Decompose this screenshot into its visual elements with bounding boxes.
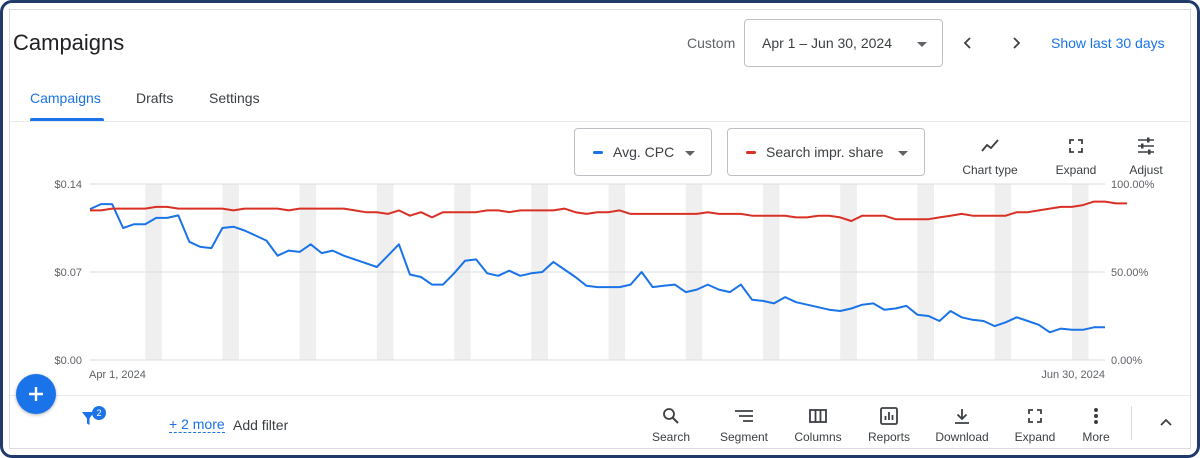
tab-settings[interactable]: Settings	[209, 90, 260, 106]
y-right-tick-label: 50.00%	[1111, 267, 1149, 279]
chart-adjust-label: Adjust	[1129, 163, 1163, 177]
expand-icon	[1069, 139, 1083, 153]
series-color-swatch	[593, 151, 603, 154]
y-right-tick-label: 100.00%	[1111, 179, 1155, 191]
segment-label: Segment	[719, 430, 769, 444]
filter-button[interactable]	[80, 410, 98, 433]
chart-type-label: Chart type	[962, 163, 1018, 177]
more-vert-icon	[1094, 408, 1098, 424]
segment-icon	[735, 410, 753, 422]
columns-icon	[809, 409, 827, 423]
metric-label: Search impr. share	[766, 144, 884, 160]
download-label: Download	[935, 430, 989, 444]
chart-type-button[interactable]: Chart type	[957, 135, 1023, 177]
chevron-left-icon	[963, 37, 971, 49]
x-end-label: Jun 30, 2024	[1041, 369, 1105, 381]
search-label: Search	[651, 430, 691, 444]
performance-chart: $0.14 $0.07 $0.00 100.00% 50.00% 0.00% Apr 1, …	[54, 179, 1155, 381]
y-left-tick-label: $0.07	[54, 267, 82, 279]
collapse-toolbar-button[interactable]	[1158, 414, 1174, 435]
expand-icon	[1028, 409, 1042, 423]
date-range-select[interactable]: Apr 1 – Jun 30, 2024	[744, 19, 943, 67]
chart-expand-label: Expand	[1055, 163, 1097, 177]
table-expand-button[interactable]: Expand	[1010, 406, 1060, 444]
adjust-icon	[1138, 137, 1154, 155]
campaigns-panel: Campaigns Custom Apr 1 – Jun 30, 2024 Sh…	[9, 9, 1191, 449]
series-line-avg-cpc	[89, 203, 1105, 334]
y-left-tick-label: $0.14	[54, 179, 82, 191]
previous-period-button[interactable]	[953, 28, 983, 58]
more-filters-link[interactable]: + 2 more	[169, 416, 225, 433]
metric-select-search-impr-share[interactable]: Search impr. share	[727, 128, 925, 176]
active-tab-indicator	[30, 118, 104, 121]
columns-label: Columns	[794, 430, 842, 444]
dropdown-arrow-icon	[685, 151, 695, 156]
add-filter-button[interactable]: Add filter	[233, 417, 289, 433]
y-left-tick-label: $0.00	[54, 355, 82, 367]
reports-label: Reports	[867, 430, 911, 444]
dropdown-arrow-icon	[898, 151, 908, 156]
plus-icon	[29, 387, 43, 401]
chevron-up-icon	[1160, 418, 1172, 426]
x-start-label: Apr 1, 2024	[89, 369, 146, 381]
show-last-30-days-link[interactable]: Show last 30 days	[1051, 35, 1165, 51]
download-icon	[955, 409, 969, 424]
filter-funnel-icon	[82, 412, 94, 425]
chart-adjust-button[interactable]: Adjust	[1125, 135, 1167, 177]
toolbar-divider	[10, 395, 1190, 396]
page-title: Campaigns	[13, 30, 125, 55]
y-right-tick-label: 0.00%	[1111, 355, 1142, 367]
tabs-divider	[10, 121, 1190, 122]
columns-button[interactable]: Columns	[790, 406, 846, 444]
more-options-label: More	[1082, 430, 1110, 444]
date-range-value: Apr 1 – Jun 30, 2024	[762, 35, 892, 51]
download-button[interactable]: Download	[930, 406, 994, 444]
tab-drafts[interactable]: Drafts	[136, 90, 174, 106]
series-line-search-impr-share	[90, 200, 1128, 222]
metric-label: Avg. CPC	[613, 144, 675, 160]
tab-campaigns[interactable]: Campaigns	[30, 90, 101, 106]
series-color-swatch	[746, 151, 756, 154]
reports-icon	[880, 407, 898, 425]
dropdown-arrow-icon	[917, 42, 927, 47]
toolbar-separator	[1131, 406, 1132, 440]
chart-expand-button[interactable]: Expand	[1052, 135, 1100, 177]
filter-count-badge: 2	[92, 406, 106, 420]
reports-button[interactable]: Reports	[863, 406, 915, 444]
more-options-button[interactable]: More	[1076, 406, 1116, 444]
search-icon	[663, 408, 679, 424]
next-period-button[interactable]	[1001, 28, 1031, 58]
metric-select-avg-cpc[interactable]: Avg. CPC	[574, 128, 712, 176]
segment-button[interactable]: Segment	[714, 406, 774, 444]
table-expand-label: Expand	[1014, 430, 1056, 444]
search-button[interactable]: Search	[647, 406, 695, 444]
chevron-right-icon	[1013, 37, 1021, 49]
chart-type-icon	[981, 139, 999, 152]
date-range-label: Custom	[687, 35, 736, 51]
create-campaign-button[interactable]	[16, 374, 56, 414]
